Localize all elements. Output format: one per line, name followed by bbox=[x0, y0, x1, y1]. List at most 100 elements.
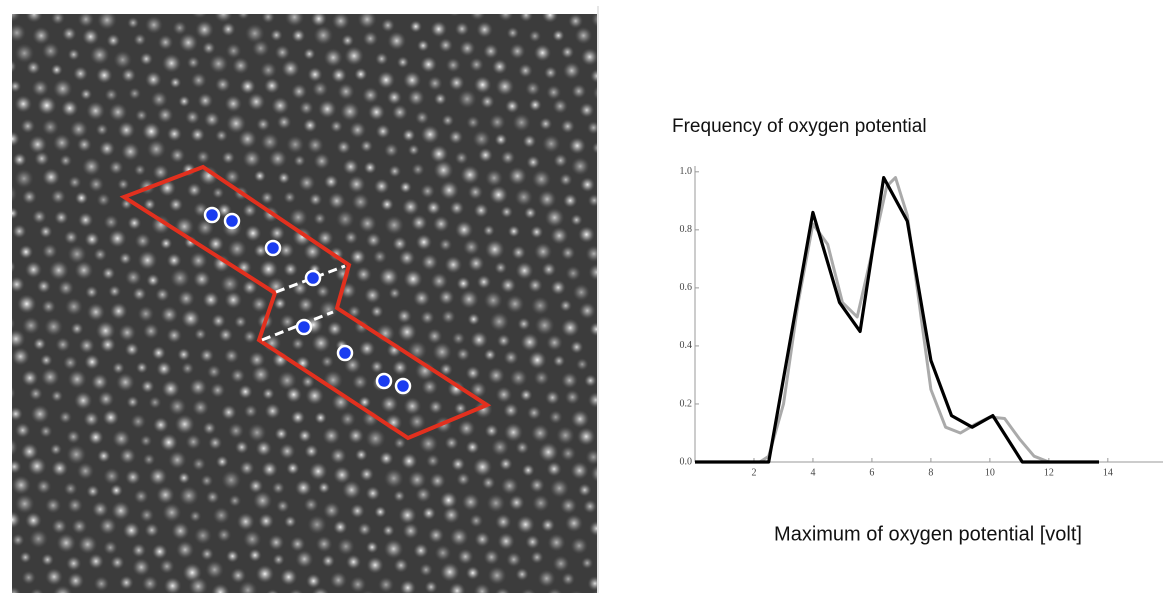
spot bbox=[426, 200, 441, 216]
spot bbox=[33, 337, 47, 351]
spot bbox=[14, 422, 31, 439]
atom-marker bbox=[203, 206, 221, 224]
spot bbox=[509, 43, 526, 60]
spot bbox=[239, 460, 255, 476]
spot bbox=[357, 14, 377, 29]
spot bbox=[159, 558, 175, 574]
spot bbox=[140, 379, 155, 394]
spot bbox=[503, 350, 519, 365]
spot bbox=[449, 527, 469, 547]
spot bbox=[397, 322, 417, 342]
spot bbox=[597, 341, 610, 354]
spot bbox=[333, 466, 351, 484]
spot bbox=[242, 329, 257, 344]
spot bbox=[292, 280, 308, 297]
spot bbox=[482, 224, 495, 237]
spot bbox=[211, 313, 226, 329]
spot bbox=[291, 28, 306, 43]
spot bbox=[550, 279, 566, 296]
spot bbox=[211, 583, 230, 593]
spot bbox=[438, 289, 455, 306]
spot bbox=[398, 249, 416, 267]
spot bbox=[323, 48, 343, 68]
spot bbox=[302, 118, 318, 133]
spot bbox=[283, 261, 298, 277]
spot bbox=[155, 287, 170, 302]
spot bbox=[223, 348, 240, 364]
y-tick-label: 0.6 bbox=[680, 282, 693, 293]
spot bbox=[144, 14, 151, 15]
spot bbox=[559, 0, 574, 9]
spot bbox=[221, 22, 236, 37]
spot bbox=[88, 429, 104, 446]
spot bbox=[465, 440, 480, 455]
spot bbox=[242, 149, 262, 169]
spot bbox=[228, 494, 242, 508]
spot bbox=[370, 304, 384, 319]
spot bbox=[225, 549, 240, 563]
spot bbox=[12, 572, 13, 575]
spot bbox=[515, 567, 529, 581]
spot bbox=[77, 534, 98, 555]
spot bbox=[161, 53, 182, 73]
spot bbox=[407, 89, 425, 107]
spot bbox=[77, 14, 95, 28]
spot bbox=[365, 428, 386, 449]
spot bbox=[530, 225, 544, 239]
spot bbox=[101, 266, 116, 281]
spot bbox=[262, 387, 275, 401]
spot bbox=[451, 457, 466, 472]
spot bbox=[528, 98, 542, 112]
spot bbox=[429, 472, 446, 489]
spot bbox=[12, 329, 26, 349]
spot bbox=[59, 154, 73, 168]
spot bbox=[117, 121, 136, 139]
spot bbox=[344, 46, 364, 66]
spot bbox=[227, 422, 245, 439]
spot bbox=[565, 514, 583, 533]
spot bbox=[0, 117, 10, 130]
spot bbox=[24, 261, 43, 279]
spot bbox=[584, 374, 597, 387]
spot bbox=[350, 503, 365, 519]
spot bbox=[17, 294, 37, 314]
spot bbox=[93, 576, 110, 592]
spot bbox=[403, 71, 422, 90]
spot bbox=[232, 57, 250, 75]
spot bbox=[548, 410, 563, 425]
spot bbox=[166, 126, 182, 142]
spot bbox=[459, 289, 479, 309]
spot bbox=[329, 447, 347, 465]
spot bbox=[135, 109, 148, 122]
spot bbox=[0, 274, 2, 293]
spot bbox=[341, 34, 354, 47]
spot bbox=[151, 345, 166, 360]
spot bbox=[0, 297, 9, 313]
x-tick-label: 4 bbox=[810, 467, 815, 478]
atom-marker bbox=[394, 377, 412, 395]
region-outline bbox=[119, 164, 492, 441]
spot bbox=[160, 305, 179, 324]
spot bbox=[386, 89, 402, 105]
spot bbox=[365, 540, 379, 554]
spot bbox=[206, 364, 222, 379]
spot bbox=[30, 404, 50, 424]
spot bbox=[529, 477, 545, 493]
spot bbox=[51, 460, 69, 477]
spot bbox=[152, 164, 169, 181]
x-axis-label: Maximum of oxygen potential [volt] bbox=[774, 523, 1082, 545]
spot bbox=[396, 56, 410, 69]
spot bbox=[12, 347, 30, 366]
spot bbox=[66, 555, 82, 572]
spot bbox=[545, 390, 560, 405]
spot bbox=[583, 499, 597, 514]
spot bbox=[286, 461, 300, 475]
spot bbox=[261, 14, 275, 24]
spot bbox=[139, 507, 155, 523]
spot bbox=[283, 191, 297, 204]
spot bbox=[366, 556, 384, 574]
spot bbox=[62, 355, 78, 371]
spot bbox=[230, 567, 247, 584]
spot bbox=[603, 306, 619, 322]
spot bbox=[601, 428, 620, 447]
